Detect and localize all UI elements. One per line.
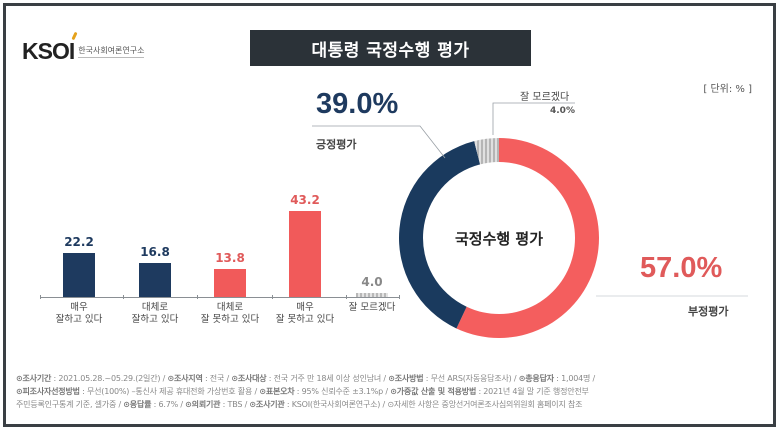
footnote-line-2: ⊙피조사자선정방법 : 무선(100%) –통신사 제공 휴대전화 가상번호 활… bbox=[16, 385, 766, 398]
negative-percent: 57.0% bbox=[640, 252, 723, 284]
bar-label-line2: 잘하고 있다 bbox=[55, 314, 103, 325]
ksoi-logo: KSOI 한국사회여론연구소 bbox=[22, 31, 145, 65]
bar-category-label: 잘 모르겠다 bbox=[327, 302, 417, 314]
donut-segment-positive bbox=[399, 141, 481, 329]
footnote-key: ⊙조사기관 bbox=[249, 400, 285, 409]
bar-label-line2: 잘 못하고 있다 bbox=[275, 314, 335, 325]
footnote-value: : 95% 신뢰수준 ±3.1%p / bbox=[294, 387, 391, 396]
footnote-value: : 무선 ARS(자동응답조사) / bbox=[423, 374, 519, 383]
footnote-key: ⊙응답률 bbox=[123, 400, 152, 409]
footnote-value: : 전국 거주 만 18세 이상 성인남녀 / bbox=[266, 374, 389, 383]
footnote-key: ⊙의뢰기관 bbox=[185, 400, 221, 409]
footnote-key: ⊙조사기간 bbox=[16, 374, 52, 383]
footnote-line-1: ⊙조사기간 : 2021.05.28.~05.29.(2일간) / ⊙조사지역 … bbox=[16, 372, 766, 385]
unit-label: [ 단위: % ] bbox=[703, 84, 752, 95]
dont-know-label: 잘 모르겠다 bbox=[520, 92, 570, 103]
bar-0 bbox=[63, 252, 95, 297]
bar-label-line1: 매우 bbox=[296, 302, 314, 313]
axis-tick bbox=[123, 295, 124, 299]
footnote-value: : 전국 / bbox=[202, 374, 232, 383]
bar-category-label: 대체로 잘하고 있다 bbox=[110, 302, 200, 326]
bar-1 bbox=[139, 263, 171, 297]
footnote-key: ⊙피조사자선정방법 bbox=[16, 387, 80, 396]
logo-subtitle: 한국사회여론연구소 bbox=[78, 45, 145, 58]
bar-4 bbox=[356, 293, 388, 297]
footnote-key: ⊙표본오차 bbox=[259, 387, 295, 396]
chart-frame bbox=[3, 3, 776, 427]
negative-label: 부정평가 bbox=[688, 305, 729, 318]
footnote-value: : 2021.05.28.~05.29.(2일간) / bbox=[51, 374, 168, 383]
donut-center-label: 국정수행 평가 bbox=[454, 229, 544, 248]
footnote-value: : 1,004명 / bbox=[553, 374, 595, 383]
axis-tick bbox=[399, 295, 400, 299]
donut-segment-negative bbox=[456, 138, 599, 338]
bar-category-label: 대체로 잘 못하고 있다 bbox=[185, 302, 275, 326]
bar-value: 43.2 bbox=[290, 192, 320, 207]
axis-tick bbox=[40, 295, 41, 299]
bar-value: 13.8 bbox=[215, 251, 245, 266]
footnote-value: : KSOI(한국사회여론연구소) / bbox=[284, 400, 388, 409]
footnote-value: : 2021년 4월 말 기준 행정안전부 bbox=[476, 387, 589, 396]
footnote-line-3: 주민등록인구통계 기준, 셀가중 / ⊙응답률 : 6.7% / ⊙의뢰기관 :… bbox=[16, 398, 766, 411]
logo-mark: KSOI bbox=[22, 31, 78, 65]
bar-label-line2: 잘 못하고 있다 bbox=[200, 314, 260, 325]
bar-value: 4.0 bbox=[361, 275, 383, 289]
footnote-key: ⊙조사지역 bbox=[167, 374, 203, 383]
bar-label-line1: 매우 bbox=[70, 302, 88, 313]
bar-value: 22.2 bbox=[64, 234, 94, 249]
survey-footnote: ⊙조사기간 : 2021.05.28.~05.29.(2일간) / ⊙조사지역 … bbox=[16, 372, 766, 411]
chart-title: 대통령 국정수행 평가 bbox=[250, 30, 531, 66]
footnote-key: ⊙조사대상 bbox=[231, 374, 267, 383]
x-axis bbox=[40, 297, 400, 298]
bar-category-label: 매우 잘 못하고 있다 bbox=[260, 302, 350, 326]
donut-chart: 국정수행 평가 bbox=[397, 136, 601, 340]
footnote-key: ⊙총응답자 bbox=[518, 374, 554, 383]
positive-label: 긍정평가 bbox=[316, 138, 357, 151]
bar-category-label: 매우 잘하고 있다 bbox=[34, 302, 124, 326]
axis-tick bbox=[197, 295, 198, 299]
bar-label-line2: 잘하고 있다 bbox=[131, 314, 179, 325]
bar-3 bbox=[289, 210, 321, 297]
bar-2 bbox=[214, 269, 246, 297]
footnote-value: : TBS / bbox=[220, 400, 250, 409]
footnote-value: ⊙자세한 사항은 중앙선거여론조사심의위원회 홈페이지 참조 bbox=[387, 400, 583, 409]
footnote-value: : 6.7% / bbox=[151, 400, 186, 409]
axis-tick bbox=[346, 295, 347, 299]
bar-label-line1: 대체로 bbox=[216, 302, 244, 313]
donut-segment-dont-know bbox=[474, 138, 499, 165]
footnote-value: : 무선(100%) –통신사 제공 휴대전화 가상번호 활용 / bbox=[79, 387, 260, 396]
bar-value: 16.8 bbox=[140, 245, 170, 260]
positive-percent: 39.0% bbox=[316, 88, 399, 120]
donut-svg bbox=[399, 138, 599, 338]
bar-label-line1: 잘 모르겠다 bbox=[348, 302, 396, 313]
footnote-key: ⊙조사방법 bbox=[388, 374, 424, 383]
footnote-value: 주민등록인구통계 기준, 셀가중 / bbox=[16, 400, 124, 409]
bar-label-line1: 대체로 bbox=[141, 302, 169, 313]
footnote-key: ⊙가중값 산출 및 적용방법 bbox=[390, 387, 477, 396]
dont-know-percent: 4.0% bbox=[550, 106, 575, 116]
axis-tick bbox=[272, 295, 273, 299]
